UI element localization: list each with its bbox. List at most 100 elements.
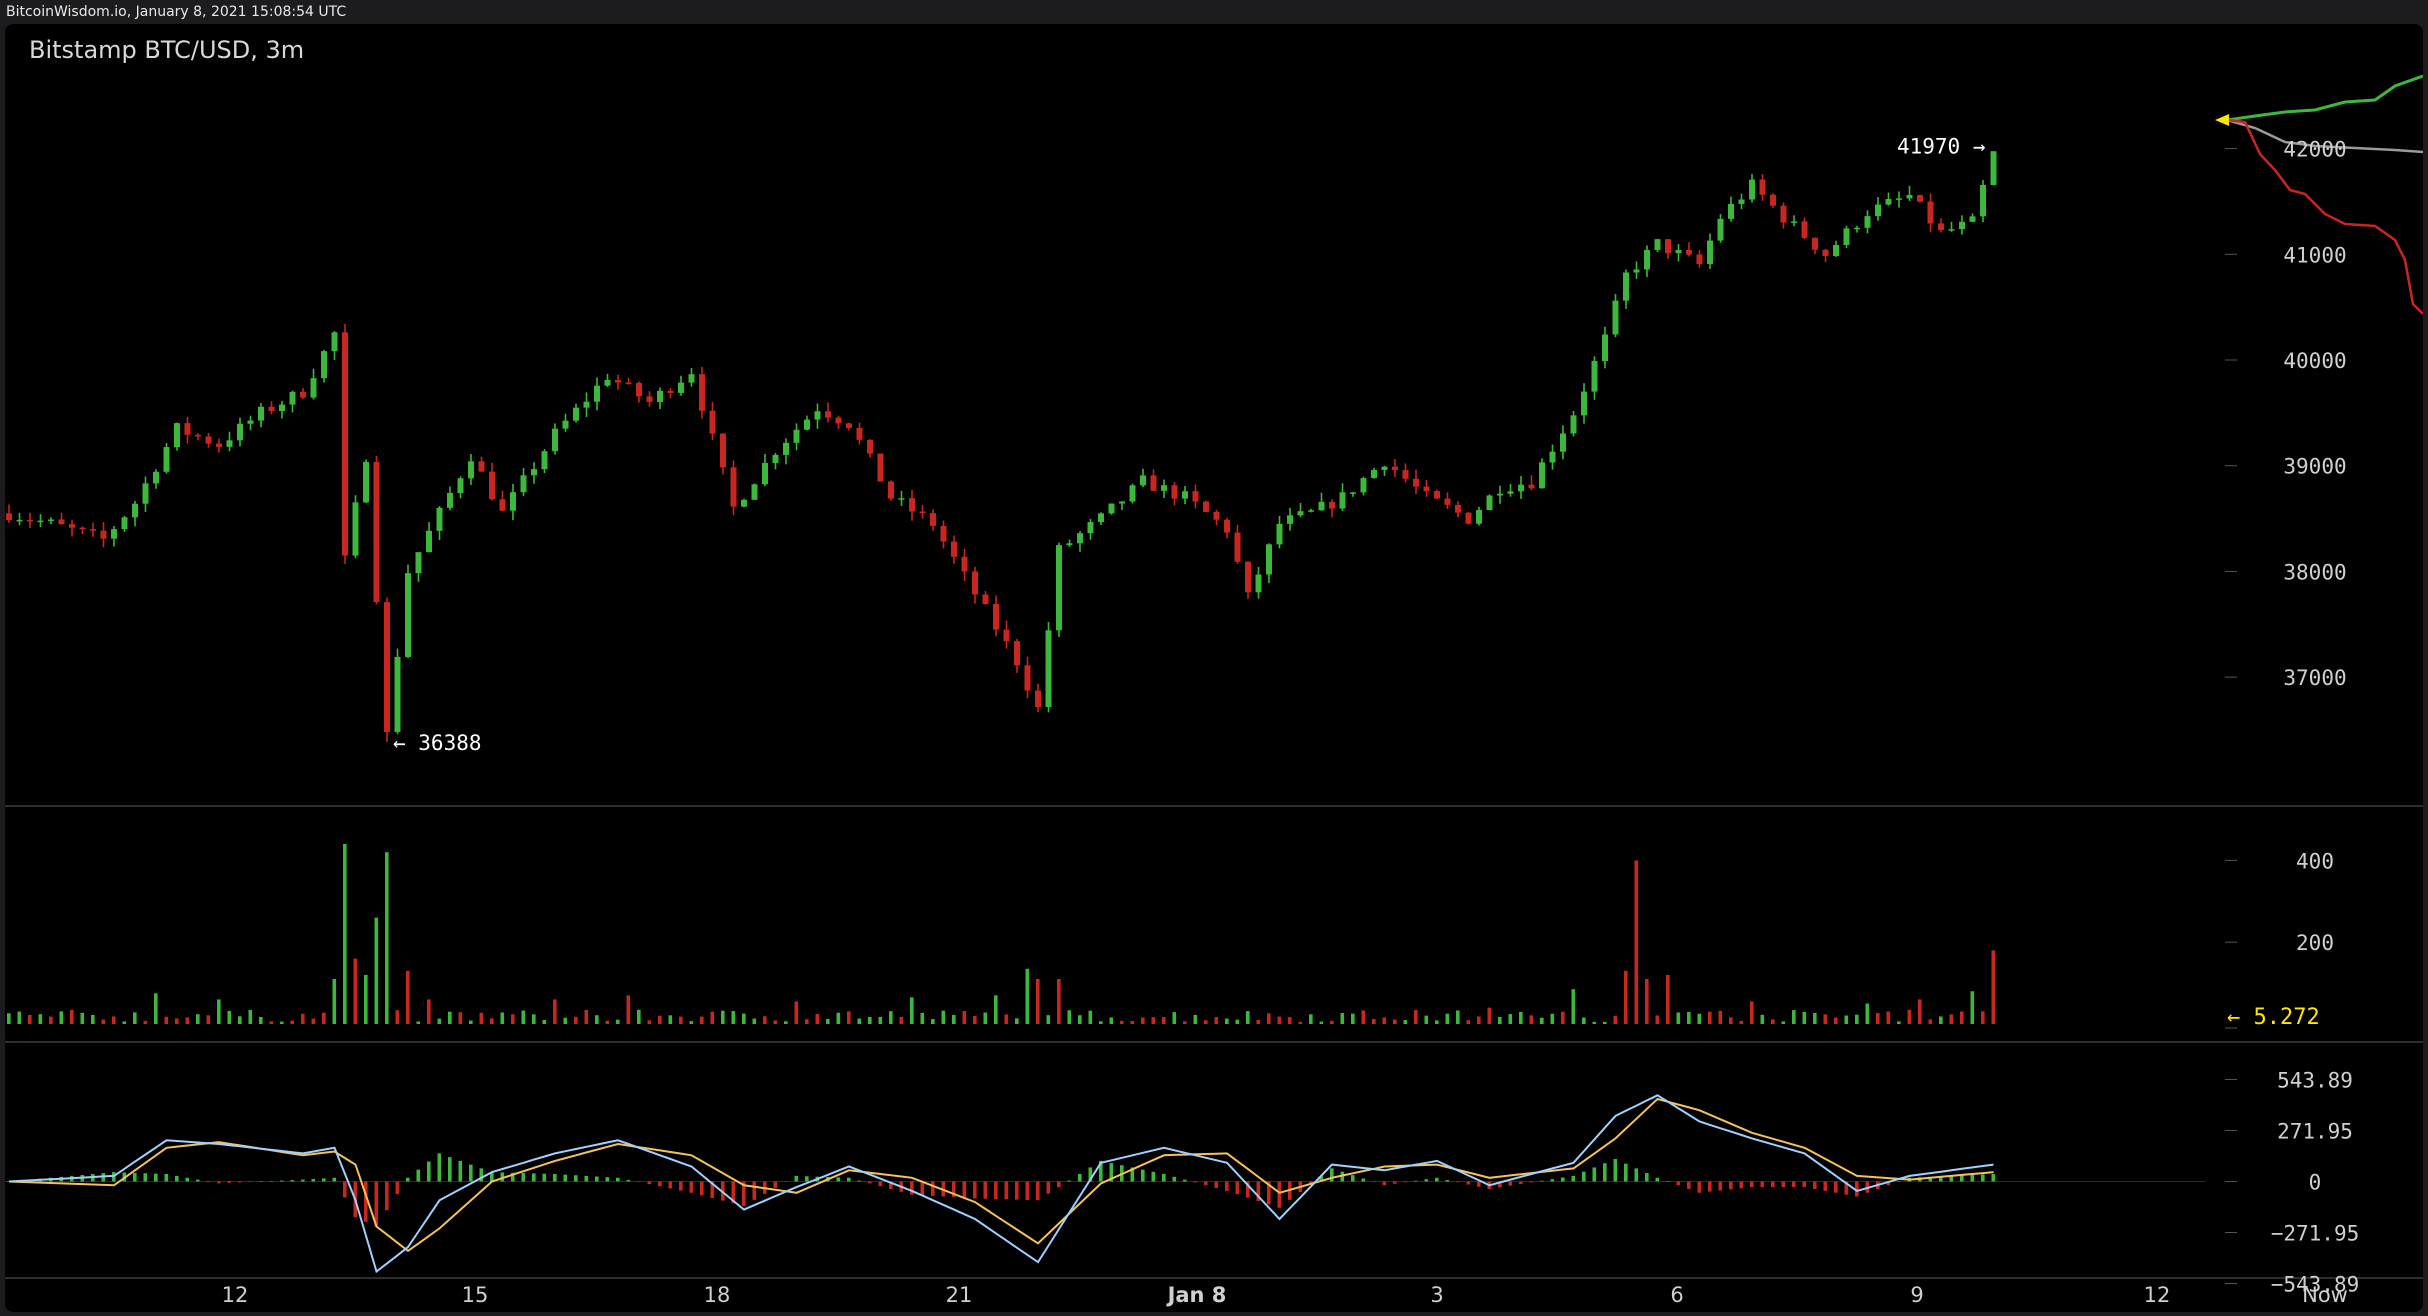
volume-bar [395,1010,400,1024]
time-tick-label: 6 [1670,1283,1683,1307]
macd-histogram-bar [1382,1181,1387,1186]
volume-bar [1498,1016,1502,1024]
candle-body [1003,629,1010,642]
macd-histogram-bar [479,1168,484,1182]
macd-histogram-bar [1162,1174,1166,1182]
macd-histogram-bar [1540,1180,1544,1182]
volume-bar [931,1019,935,1024]
candle-body [930,513,936,526]
volume-bar [175,1018,179,1024]
volume-bar [511,1014,515,1024]
volume-bar [1645,979,1649,1024]
candle-body [1518,484,1524,492]
time-tick-label: 15 [462,1283,489,1307]
macd-histogram-bar [836,1177,841,1182]
candle-body [1329,501,1335,509]
macd-histogram-bar [164,1174,169,1182]
candle-body [1413,478,1419,487]
volume-bar [910,997,914,1024]
macd-histogram-bar [1613,1159,1618,1182]
volume-bar [742,1013,746,1024]
chart-panel[interactable]: 37000 38000 39000 40000 41000 42000 200 400 543.… [5,24,2423,1312]
candle-body [1654,239,1661,250]
macd-histogram-bar [1897,1181,1901,1182]
volume-bar [658,1015,662,1024]
candle-body [405,573,411,657]
macd-layer [7,1094,1996,1274]
macd-histogram-bar [196,1179,200,1182]
candle-body [1875,204,1881,217]
candle-body [751,484,758,500]
candle-body [426,530,432,553]
candle-body [1560,433,1566,452]
current-price-marker-icon [2215,114,2229,126]
candle-body [436,507,443,531]
macd-histogram-bar [752,1181,757,1200]
candle-body [1224,519,1230,533]
volume-bar [248,1009,253,1024]
volume-bar [1708,1011,1712,1024]
candle-body [1476,510,1482,524]
candle-body [1434,491,1440,499]
volume-bar [1771,1019,1775,1024]
candle-body [657,390,663,402]
macd-tick-label: −543.89 [2271,1272,2360,1296]
candle-body [1644,249,1650,270]
candle-body [1885,199,1892,205]
volume-bar [1582,1017,1586,1024]
candle-body [1843,228,1850,246]
candle-body [709,410,716,434]
candle-body [1990,151,1997,185]
volume-bar [574,1016,578,1024]
candle-body [1602,334,1608,362]
macd-histogram-bar [364,1181,368,1222]
candle-body [636,382,642,397]
macd-histogram-bar [343,1181,347,1198]
volume-bar [983,1012,988,1024]
macd-histogram-bar [322,1178,326,1182]
volume-bar [952,1014,956,1024]
volume-bar [28,1014,32,1024]
macd-histogram-bar [1204,1181,1208,1186]
volume-bar [280,1021,284,1024]
candle-body [1770,194,1776,206]
candle-body [184,423,191,435]
candle-body [1129,485,1136,502]
candle-body [1812,237,1818,250]
volume-bar [1445,1013,1450,1024]
chart-canvas[interactable]: 37000 38000 39000 40000 41000 42000 200 400 543.… [5,24,2423,1312]
price-tick-label: 37000 [2283,666,2346,690]
time-tick-label: 18 [704,1283,731,1307]
candle-body [898,498,905,500]
volume-bar [721,1010,725,1024]
volume-bar [1729,1017,1733,1024]
candle-body [678,382,684,393]
candle-body [583,401,590,408]
volume-bar [238,1016,242,1024]
volume-current-label: ← 5.272 [2227,1005,2320,1030]
volume-bar [1424,1015,1429,1024]
macd-histogram-bar [1823,1181,1828,1191]
macd-histogram-bar [238,1181,242,1183]
time-tick-label: 21 [946,1283,973,1307]
macd-tick-label: 0 [2309,1171,2322,1195]
candle-body [1507,491,1514,494]
candle-body [1927,201,1934,224]
macd-histogram-bar [595,1176,599,1182]
macd-histogram-bar [920,1181,925,1196]
volume-bar [994,995,998,1024]
volume-bar [1802,1011,1807,1024]
volume-bar [836,1012,841,1024]
macd-histogram-bar [1529,1181,1534,1183]
volume-bar [133,1012,137,1024]
macd-histogram-bar [616,1177,620,1182]
candle-body [1381,466,1388,470]
macd-histogram-bar [1193,1181,1198,1183]
candle-body [762,462,768,485]
volume-bar [1330,1020,1334,1024]
candle-body [531,469,537,476]
macd-histogram-bar [1015,1181,1019,1200]
volume-bar [217,999,221,1024]
macd-histogram-bar [521,1173,526,1182]
macd-histogram-bar [227,1181,232,1183]
